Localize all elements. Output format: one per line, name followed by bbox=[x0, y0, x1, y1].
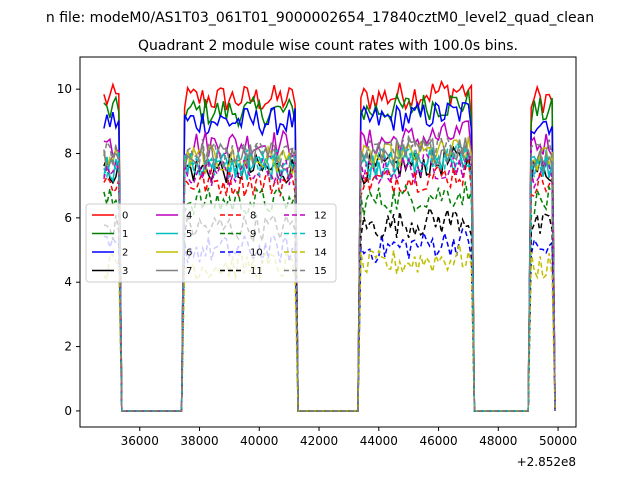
legend-label-13: 13 bbox=[314, 229, 327, 240]
legend-label-8: 8 bbox=[250, 211, 256, 222]
y-tick-label: 6 bbox=[64, 211, 72, 225]
legend-label-11: 11 bbox=[250, 266, 263, 277]
x-tick-label: 48000 bbox=[479, 434, 517, 448]
legend-label-2: 2 bbox=[122, 248, 128, 259]
chart-suptitle: n file: modeM0/AS1T03_061T01_9000002654_… bbox=[46, 10, 594, 26]
legend-label-14: 14 bbox=[314, 248, 327, 259]
y-tick-label: 10 bbox=[57, 82, 72, 96]
legend-label-7: 7 bbox=[186, 266, 192, 277]
legend-label-6: 6 bbox=[186, 248, 192, 259]
legend-label-15: 15 bbox=[314, 266, 327, 277]
legend-box bbox=[85, 203, 337, 283]
series-line-15 bbox=[103, 131, 556, 412]
legend-label-9: 9 bbox=[250, 229, 256, 240]
series-layer bbox=[103, 79, 556, 412]
legend-label-0: 0 bbox=[122, 211, 128, 222]
y-tick-label: 4 bbox=[64, 275, 72, 289]
x-tick-label: 50000 bbox=[539, 434, 577, 448]
x-tick-label: 44000 bbox=[360, 434, 398, 448]
y-axis: 0 2 4 6 8 10 bbox=[57, 82, 80, 418]
x-tick-label: 38000 bbox=[180, 434, 218, 448]
legend-label-5: 5 bbox=[186, 229, 192, 240]
series-line-8 bbox=[103, 159, 556, 412]
legend-label-4: 4 bbox=[186, 211, 192, 222]
legend-label-10: 10 bbox=[250, 248, 263, 259]
y-tick-label: 2 bbox=[64, 340, 72, 354]
x-tick-label: 40000 bbox=[240, 434, 278, 448]
legend-label-1: 1 bbox=[122, 229, 128, 240]
x-axis: 36000 38000 40000 42000 44000 46000 48000 50000 bbox=[121, 427, 577, 448]
chart-title: Quadrant 2 module wise count rates with … bbox=[138, 38, 518, 54]
x-tick-label: 46000 bbox=[419, 434, 457, 448]
x-tick-label: 42000 bbox=[300, 434, 338, 448]
legend-label-3: 3 bbox=[122, 266, 128, 277]
axes-frame bbox=[79, 56, 577, 428]
legend-label-12: 12 bbox=[314, 211, 327, 222]
x-tick-label: 36000 bbox=[121, 434, 159, 448]
y-tick-label: 8 bbox=[64, 147, 72, 161]
y-tick-label: 0 bbox=[64, 404, 72, 418]
x-offset-label: +2.852e8 bbox=[517, 455, 576, 469]
